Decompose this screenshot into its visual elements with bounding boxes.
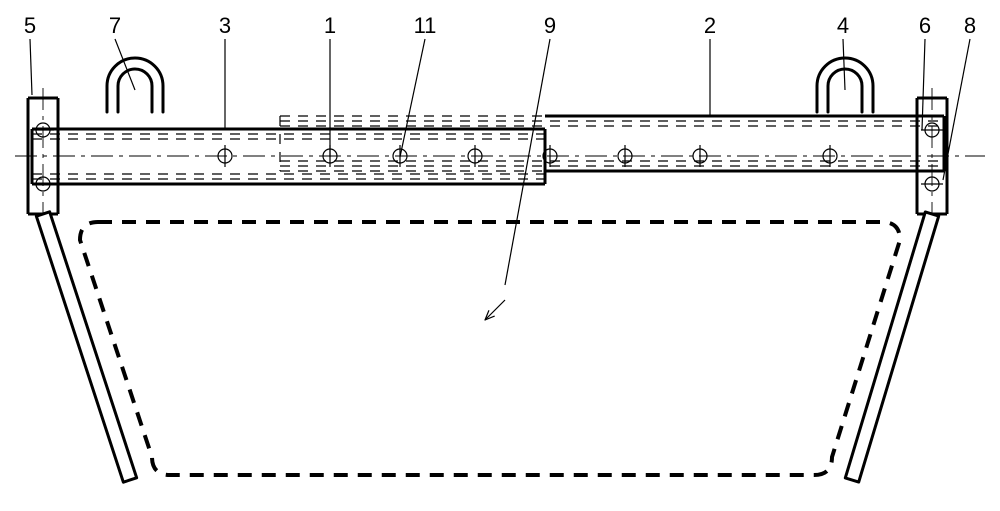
label-1: 1 [324,13,336,38]
arm-left [36,212,136,482]
label-6: 6 [919,13,931,38]
pointer-arrow [485,300,505,320]
labels: 57311192468 [24,13,976,285]
label-2: 2 [704,13,716,38]
beam-right [280,116,944,171]
hook-left [107,58,163,112]
label-4: 4 [837,13,849,38]
arm-right [845,212,938,482]
load-outline [80,222,900,475]
label-8: 8 [964,13,976,38]
label-3: 3 [219,13,231,38]
label-5: 5 [24,13,36,38]
label-9: 9 [544,13,556,38]
label-7: 7 [109,13,121,38]
label-11: 11 [414,13,437,38]
